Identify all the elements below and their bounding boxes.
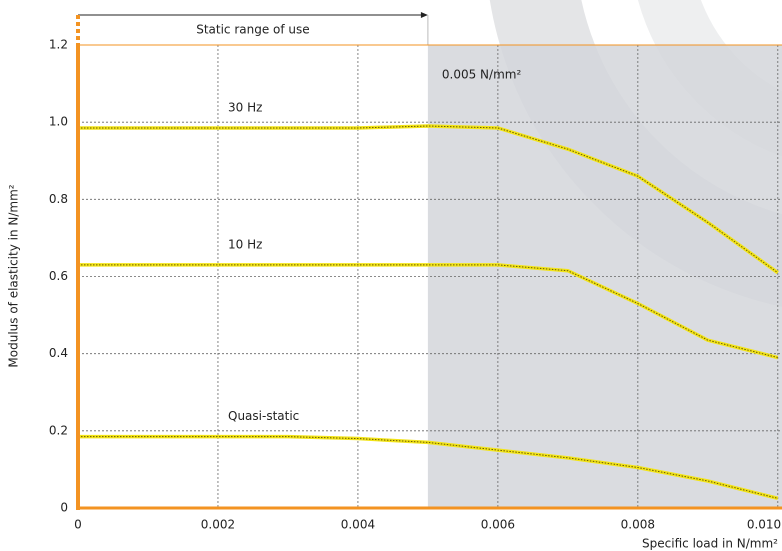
threshold-label: 0.005 N/mm² [442,68,522,82]
y-tick-label: 1.0 [49,115,68,129]
series-line [78,124,779,275]
y-tick-label: 0.6 [49,269,68,283]
y-tick-label: 0.8 [49,192,68,206]
y-tick-label: 0.4 [49,346,68,360]
arrow-head [420,12,428,18]
series-label: Quasi-static [228,409,299,423]
y-tick-label: 0.2 [49,423,68,437]
x-tick-label: 0.008 [621,518,655,532]
x-tick-label: 0.004 [341,518,375,532]
series-line [78,263,779,360]
x-tick-label: 0 [74,518,82,532]
x-axis-label: Specific load in N/mm² [642,537,778,551]
series-label: 10 Hz [228,237,262,251]
range-label: Static range of use [196,23,309,37]
dynamic-region [427,45,782,508]
x-tick-label: 0.006 [481,518,515,532]
x-tick-label: 0.010 [747,518,781,532]
y-tick-label: 0 [60,501,68,515]
x-tick-label: 0.002 [201,518,235,532]
y-axis-label: Modulus of elasticity in N/mm² [7,184,21,367]
y-tick-label: 1.2 [49,38,68,52]
series-label: 30 Hz [228,100,262,114]
series-line-dots [78,436,778,499]
